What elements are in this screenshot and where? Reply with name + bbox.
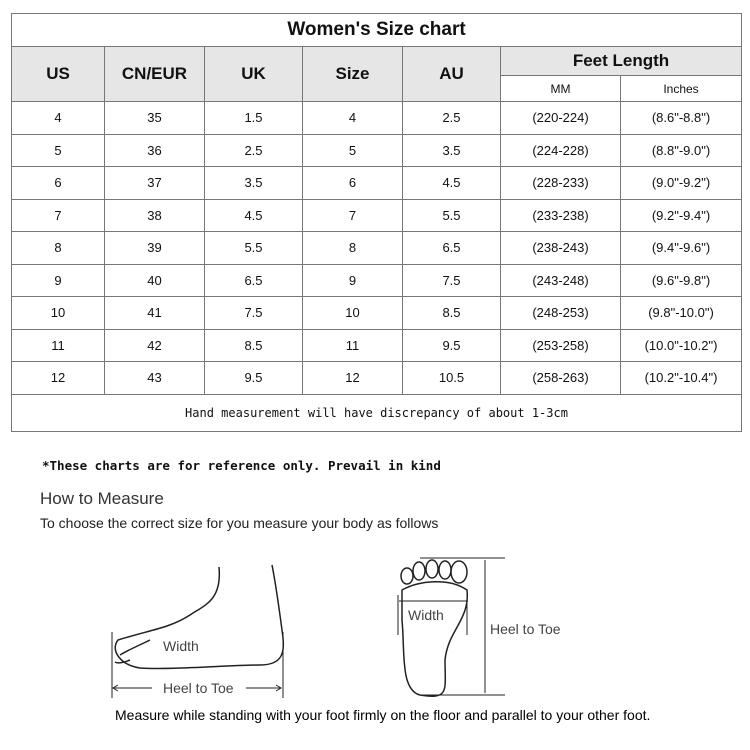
reference-note: *These charts are for reference only. Pr… bbox=[42, 458, 441, 473]
table-row: 11 42 8.5 11 9.5 (253-258) (10.0"-10.2") bbox=[11, 328, 743, 362]
side-width-label: Width bbox=[163, 638, 199, 654]
table-cell: (238-243) bbox=[500, 231, 621, 265]
header-uk: UK bbox=[204, 46, 303, 102]
table-cell: (10.0"-10.2") bbox=[619, 328, 743, 362]
table-cell: (253-258) bbox=[500, 328, 621, 362]
table-cell: 41 bbox=[104, 296, 205, 330]
table-cell: 7 bbox=[302, 198, 403, 232]
sole-heel-to-toe-label: Heel to Toe bbox=[490, 621, 561, 637]
sole-foot-illustration: Width Heel to Toe bbox=[397, 557, 561, 697]
how-to-measure-title: How to Measure bbox=[40, 489, 164, 508]
table-cell: (10.2"-10.4") bbox=[619, 361, 743, 395]
table-row: 6 37 3.5 6 4.5 (228-233) (9.0"-9.2") bbox=[11, 166, 743, 200]
table-cell: (9.6"-9.8") bbox=[619, 263, 743, 297]
table-cell: 39 bbox=[104, 231, 205, 265]
measure-instruction: Measure while standing with your foot fi… bbox=[115, 707, 651, 723]
table-row: 8 39 5.5 8 6.5 (238-243) (9.4"-9.6") bbox=[11, 231, 743, 265]
table-cell: (220-224) bbox=[500, 101, 621, 135]
table-cell: (258-263) bbox=[500, 361, 621, 395]
side-foot-illustration: Width Heel to Toe bbox=[111, 564, 285, 698]
header-inches: Inches bbox=[619, 75, 743, 102]
table-cell: (243-248) bbox=[500, 263, 621, 297]
table-cell: 10.5 bbox=[402, 361, 501, 395]
table-cell: 6 bbox=[302, 166, 403, 200]
chart-title: Women's Size chart bbox=[10, 13, 743, 47]
table-cell: (9.0"-9.2") bbox=[619, 166, 743, 200]
table-row: 10 41 7.5 10 8.5 (248-253) (9.8"-10.0") bbox=[11, 296, 743, 330]
table-cell: 1.5 bbox=[204, 101, 303, 135]
size-chart-table: Women's Size chart US CN/EUR UK Size AU … bbox=[10, 13, 743, 432]
table-row: 9 40 6.5 9 7.5 (243-248) (9.6"-9.8") bbox=[11, 263, 743, 297]
table-cell: 4.5 bbox=[204, 198, 303, 232]
table-cell: 40 bbox=[104, 263, 205, 297]
header-au: AU bbox=[402, 46, 501, 102]
table-cell: 12 bbox=[302, 361, 403, 395]
how-to-measure-subtitle: To choose the correct size for you measu… bbox=[40, 515, 439, 531]
table-cell: 9 bbox=[11, 263, 105, 297]
header-size: Size bbox=[302, 46, 403, 102]
header-mm: MM bbox=[500, 75, 621, 102]
table-cell: 4.5 bbox=[402, 166, 501, 200]
table-cell: 11 bbox=[302, 328, 403, 362]
sole-width-label: Width bbox=[408, 607, 444, 623]
table-cell: (9.2"-9.4") bbox=[619, 198, 743, 232]
header-cn-eur: CN/EUR bbox=[104, 46, 205, 102]
table-cell: (9.8"-10.0") bbox=[619, 296, 743, 330]
table-row: 7 38 4.5 7 5.5 (233-238) (9.2"-9.4") bbox=[11, 198, 743, 232]
table-cell: 6 bbox=[11, 166, 105, 200]
table-cell: 9 bbox=[302, 263, 403, 297]
table-cell: 10 bbox=[11, 296, 105, 330]
table-cell: 43 bbox=[104, 361, 205, 395]
header-feet-length: Feet Length bbox=[499, 46, 743, 76]
table-cell: 5.5 bbox=[402, 198, 501, 232]
table-cell: 8.5 bbox=[402, 296, 501, 330]
table-cell: (248-253) bbox=[500, 296, 621, 330]
measurement-note: Hand measurement will have discrepancy o… bbox=[10, 393, 743, 432]
table-cell: 12 bbox=[11, 361, 105, 395]
side-heel-to-toe-label: Heel to Toe bbox=[163, 680, 234, 696]
